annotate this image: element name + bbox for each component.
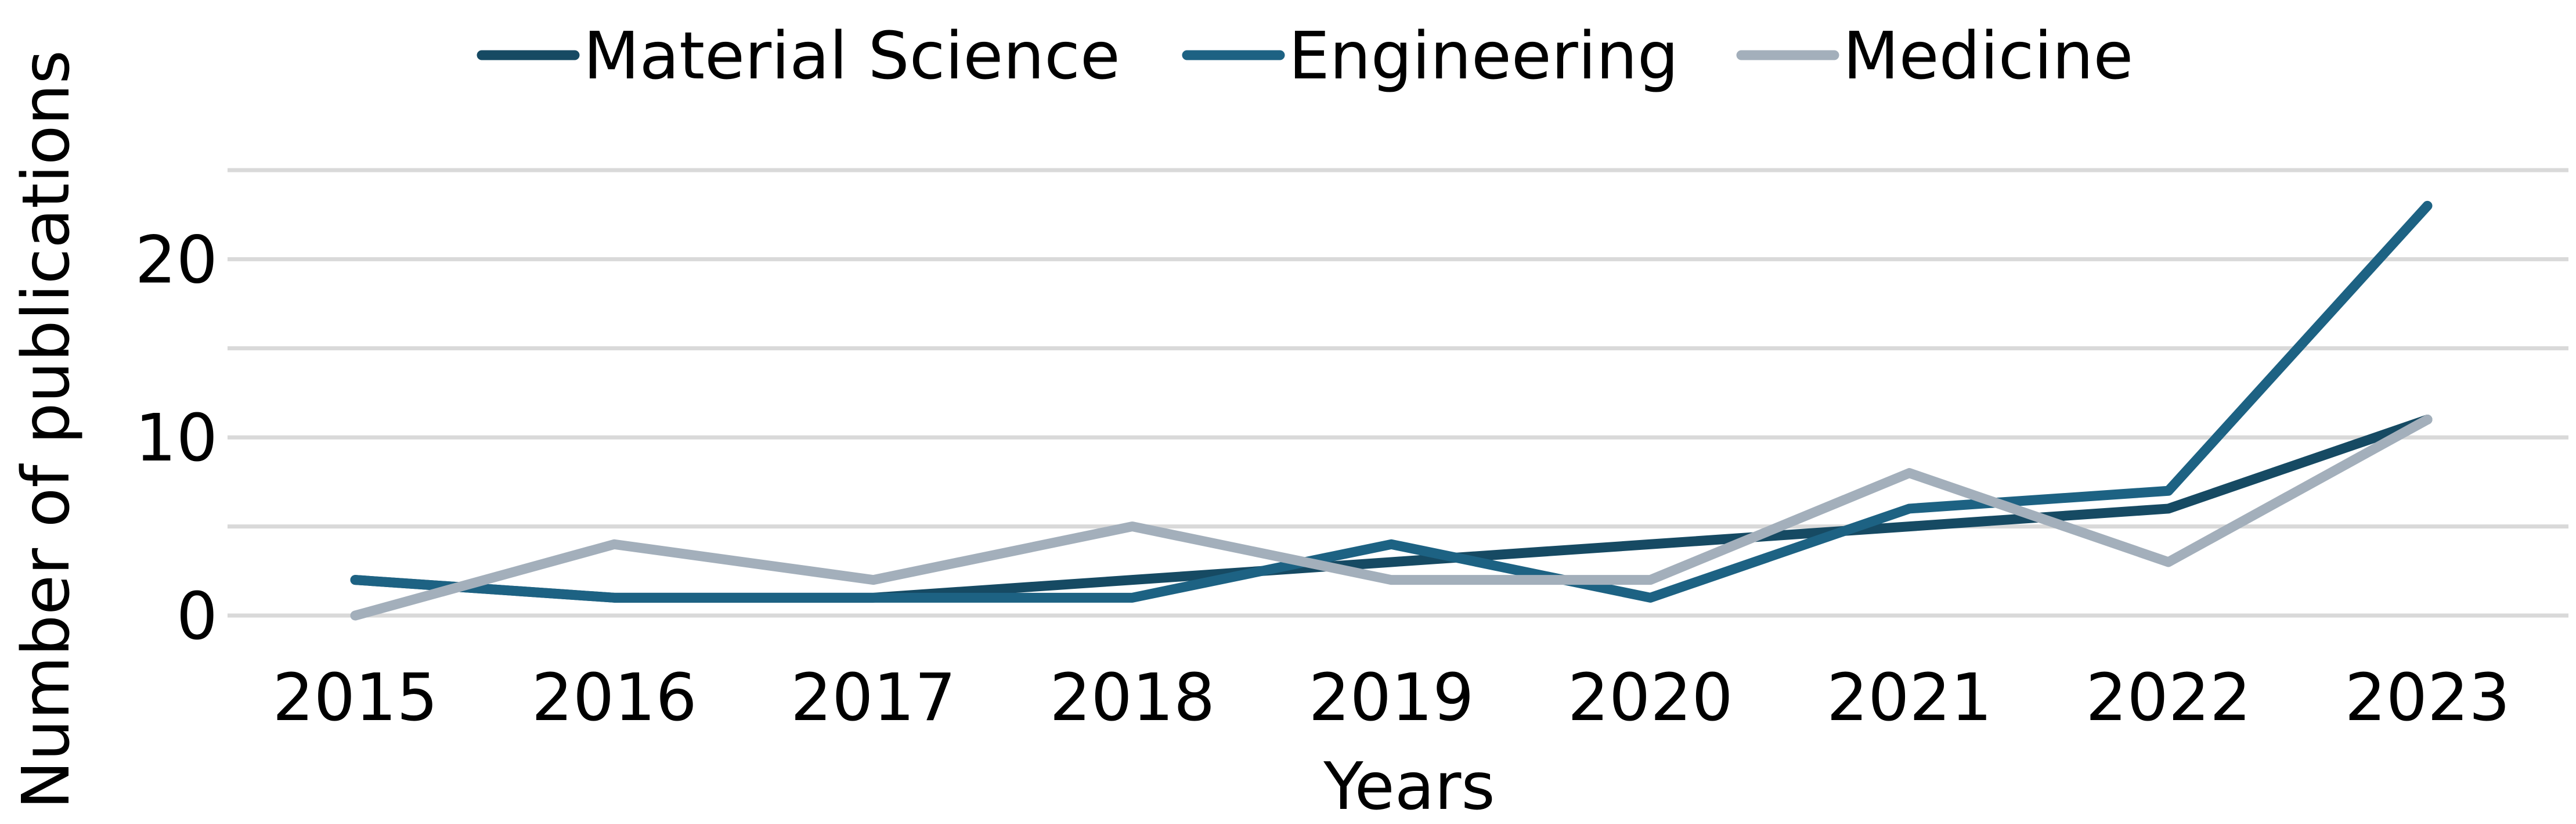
x-tick-label: 2022 bbox=[2086, 660, 2251, 736]
x-tick-label: 2015 bbox=[272, 660, 438, 736]
legend-label: Engineering bbox=[1289, 19, 1679, 94]
y-axis-ticks: 0 10 20 bbox=[135, 222, 218, 654]
series-line-engineering bbox=[350, 200, 2433, 603]
x-axis-label: Years bbox=[1323, 749, 1495, 824]
legend-label: Material Science bbox=[583, 19, 1120, 94]
y-tick-label: 10 bbox=[135, 401, 218, 476]
legend: Material Science Engineering Medicine bbox=[477, 19, 2133, 94]
y-axis-label: Number of publications bbox=[9, 50, 84, 809]
x-tick-label: 2019 bbox=[1308, 660, 1474, 736]
x-tick-label: 2021 bbox=[1827, 660, 1992, 736]
x-tick-label: 2023 bbox=[2344, 660, 2510, 736]
gridlines bbox=[228, 168, 2568, 618]
y-tick-label: 0 bbox=[176, 579, 218, 654]
y-tick-label: 20 bbox=[135, 222, 218, 298]
series-lines bbox=[350, 200, 2433, 621]
legend-label: Medicine bbox=[1843, 19, 2133, 94]
series-line-medicine bbox=[350, 415, 2433, 621]
series-line-material-science bbox=[350, 415, 2433, 603]
x-axis-ticks: 2015 2016 2017 2018 2019 2020 2021 2022 2023 bbox=[272, 660, 2510, 736]
x-tick-label: 2020 bbox=[1568, 660, 1733, 736]
x-tick-label: 2016 bbox=[532, 660, 697, 736]
x-tick-label: 2017 bbox=[791, 660, 956, 736]
x-tick-label: 2018 bbox=[1049, 660, 1215, 736]
